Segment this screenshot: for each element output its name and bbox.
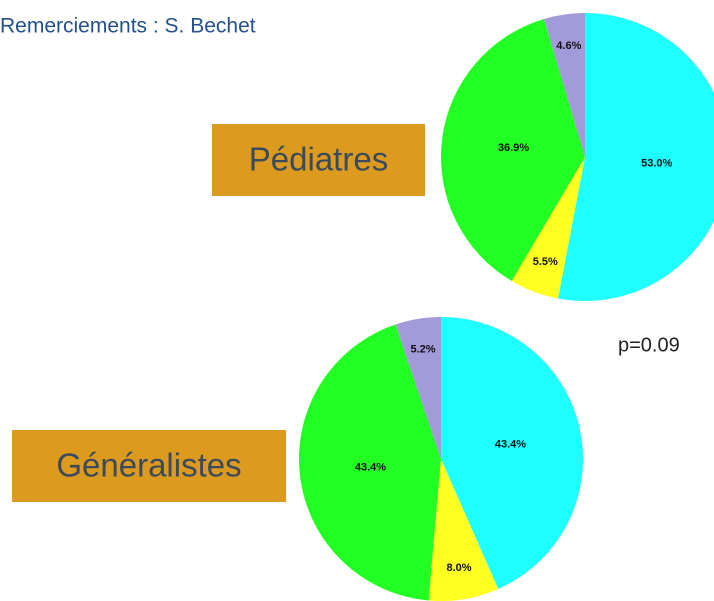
pie-slice <box>440 18 585 281</box>
slice-label: 36.9% <box>498 142 529 154</box>
title-box <box>212 124 425 196</box>
pie-slice <box>395 317 441 459</box>
pie-slice <box>299 324 441 601</box>
slice-label: 5.2% <box>410 344 435 356</box>
pie-slice <box>511 157 585 299</box>
slice-label: 5.5% <box>533 256 558 268</box>
pie-slice <box>441 317 583 589</box>
chart-title: Généralistes <box>56 447 241 484</box>
title-box <box>12 430 286 502</box>
pie-slice <box>543 13 585 157</box>
p-value: p=0.09 <box>618 334 680 356</box>
slice-label: 53.0% <box>641 158 672 170</box>
pie-slice <box>558 13 714 301</box>
slice-label: 8.0% <box>446 562 471 574</box>
slice-label: 4.6% <box>556 40 581 52</box>
credit: Remerciements : S. Bechet <box>0 15 256 38</box>
slice-label: 43.4% <box>495 438 526 450</box>
slice-label: 43.4% <box>355 461 386 473</box>
pie-slice <box>428 459 499 601</box>
chart-title: Pédiatres <box>249 141 388 178</box>
